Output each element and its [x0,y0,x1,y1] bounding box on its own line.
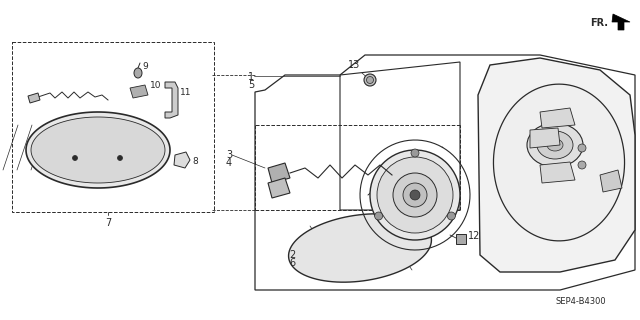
Bar [12,42,214,212]
Ellipse shape [403,183,427,207]
Text: 7: 7 [105,218,111,228]
Ellipse shape [537,131,573,159]
Text: SEP4-B4300: SEP4-B4300 [555,297,605,306]
Polygon shape [540,108,575,128]
Polygon shape [493,84,625,241]
Text: 13: 13 [348,60,360,70]
Polygon shape [174,152,190,168]
Polygon shape [130,85,148,98]
Polygon shape [530,128,560,148]
Polygon shape [612,14,630,30]
Ellipse shape [377,157,453,233]
Ellipse shape [72,156,77,161]
Text: 10: 10 [150,81,161,90]
Text: 4: 4 [226,158,232,168]
Polygon shape [289,214,431,282]
Text: 2: 2 [289,250,295,260]
Ellipse shape [410,190,420,200]
Ellipse shape [411,149,419,157]
Polygon shape [268,178,290,198]
Ellipse shape [367,76,374,84]
Ellipse shape [134,68,142,78]
Ellipse shape [364,74,376,86]
Polygon shape [165,82,178,118]
Ellipse shape [393,173,437,217]
Polygon shape [28,93,40,103]
Polygon shape [26,112,170,188]
Polygon shape [540,162,575,183]
Ellipse shape [370,150,460,240]
Text: 8: 8 [192,157,198,166]
Text: 3: 3 [226,150,232,160]
Text: 12: 12 [468,231,481,241]
Text: FR.: FR. [590,18,608,28]
Text: 11: 11 [180,88,191,97]
Polygon shape [456,234,466,244]
Polygon shape [31,117,165,183]
Ellipse shape [447,212,456,220]
Text: 5: 5 [248,80,254,90]
Ellipse shape [547,139,563,151]
Ellipse shape [578,161,586,169]
Ellipse shape [578,144,586,152]
Polygon shape [600,170,622,192]
Ellipse shape [527,123,583,167]
Text: 9: 9 [142,62,148,71]
Polygon shape [478,58,635,272]
Ellipse shape [374,212,383,220]
Text: 1: 1 [248,72,254,82]
Ellipse shape [118,156,122,161]
Text: 6: 6 [289,258,295,268]
Polygon shape [268,163,290,183]
